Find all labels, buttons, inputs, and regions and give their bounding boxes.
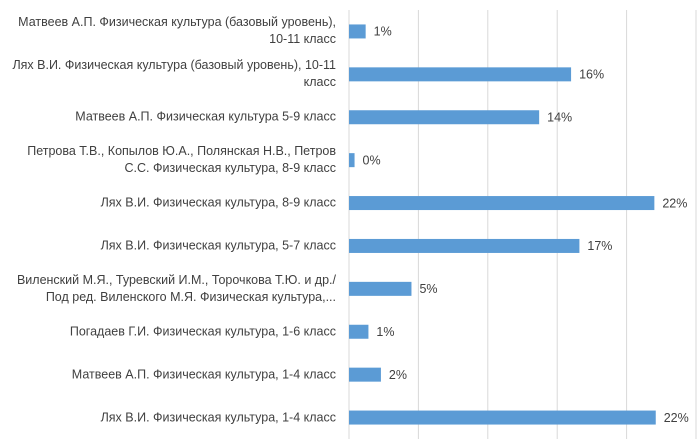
category-label: Лях В.И. Физическая культура, 8-9 класс — [100, 195, 336, 210]
value-label: 17% — [587, 239, 612, 253]
category-label: Лях В.И. Физическая культура, 5-7 класс — [100, 238, 336, 253]
value-label: 22% — [664, 411, 689, 425]
category-label: Виленский М.Я., Туревский И.М., Торочков… — [16, 272, 336, 304]
bar — [349, 153, 355, 168]
category-label: Матвеев А.П. Физическая культура, 1-4 кл… — [71, 367, 336, 382]
value-label: 1% — [376, 325, 394, 339]
category-label: Петрова Т.В., Копылов Ю.А., Полянская Н.… — [27, 144, 336, 176]
category-label: Матвеев А.П. Физическая культура 5-9 кла… — [75, 109, 336, 124]
value-label: 5% — [419, 282, 437, 296]
value-label: 22% — [662, 196, 687, 210]
bar — [349, 281, 412, 296]
category-label: Лях В.И. Физическая культура, 1-4 класс — [100, 410, 336, 425]
bar — [349, 110, 540, 125]
category-label: Погадаев Г.И. Физическая культура, 1-6 к… — [69, 324, 336, 339]
bar — [349, 24, 366, 39]
value-label: 2% — [389, 368, 407, 382]
value-label: 14% — [547, 111, 572, 125]
bar — [349, 410, 656, 425]
bar — [349, 196, 655, 211]
bar — [349, 367, 381, 382]
value-label: 16% — [579, 68, 604, 82]
bar — [349, 324, 369, 339]
bar — [349, 67, 572, 82]
value-label: 0% — [363, 153, 381, 167]
value-label: 1% — [374, 25, 392, 39]
bar — [349, 238, 580, 253]
category-label: Лях В.И. Физическая культура (базовый ур… — [12, 58, 336, 90]
category-label: Матвеев А.П. Физическая культура (базовы… — [18, 15, 336, 47]
